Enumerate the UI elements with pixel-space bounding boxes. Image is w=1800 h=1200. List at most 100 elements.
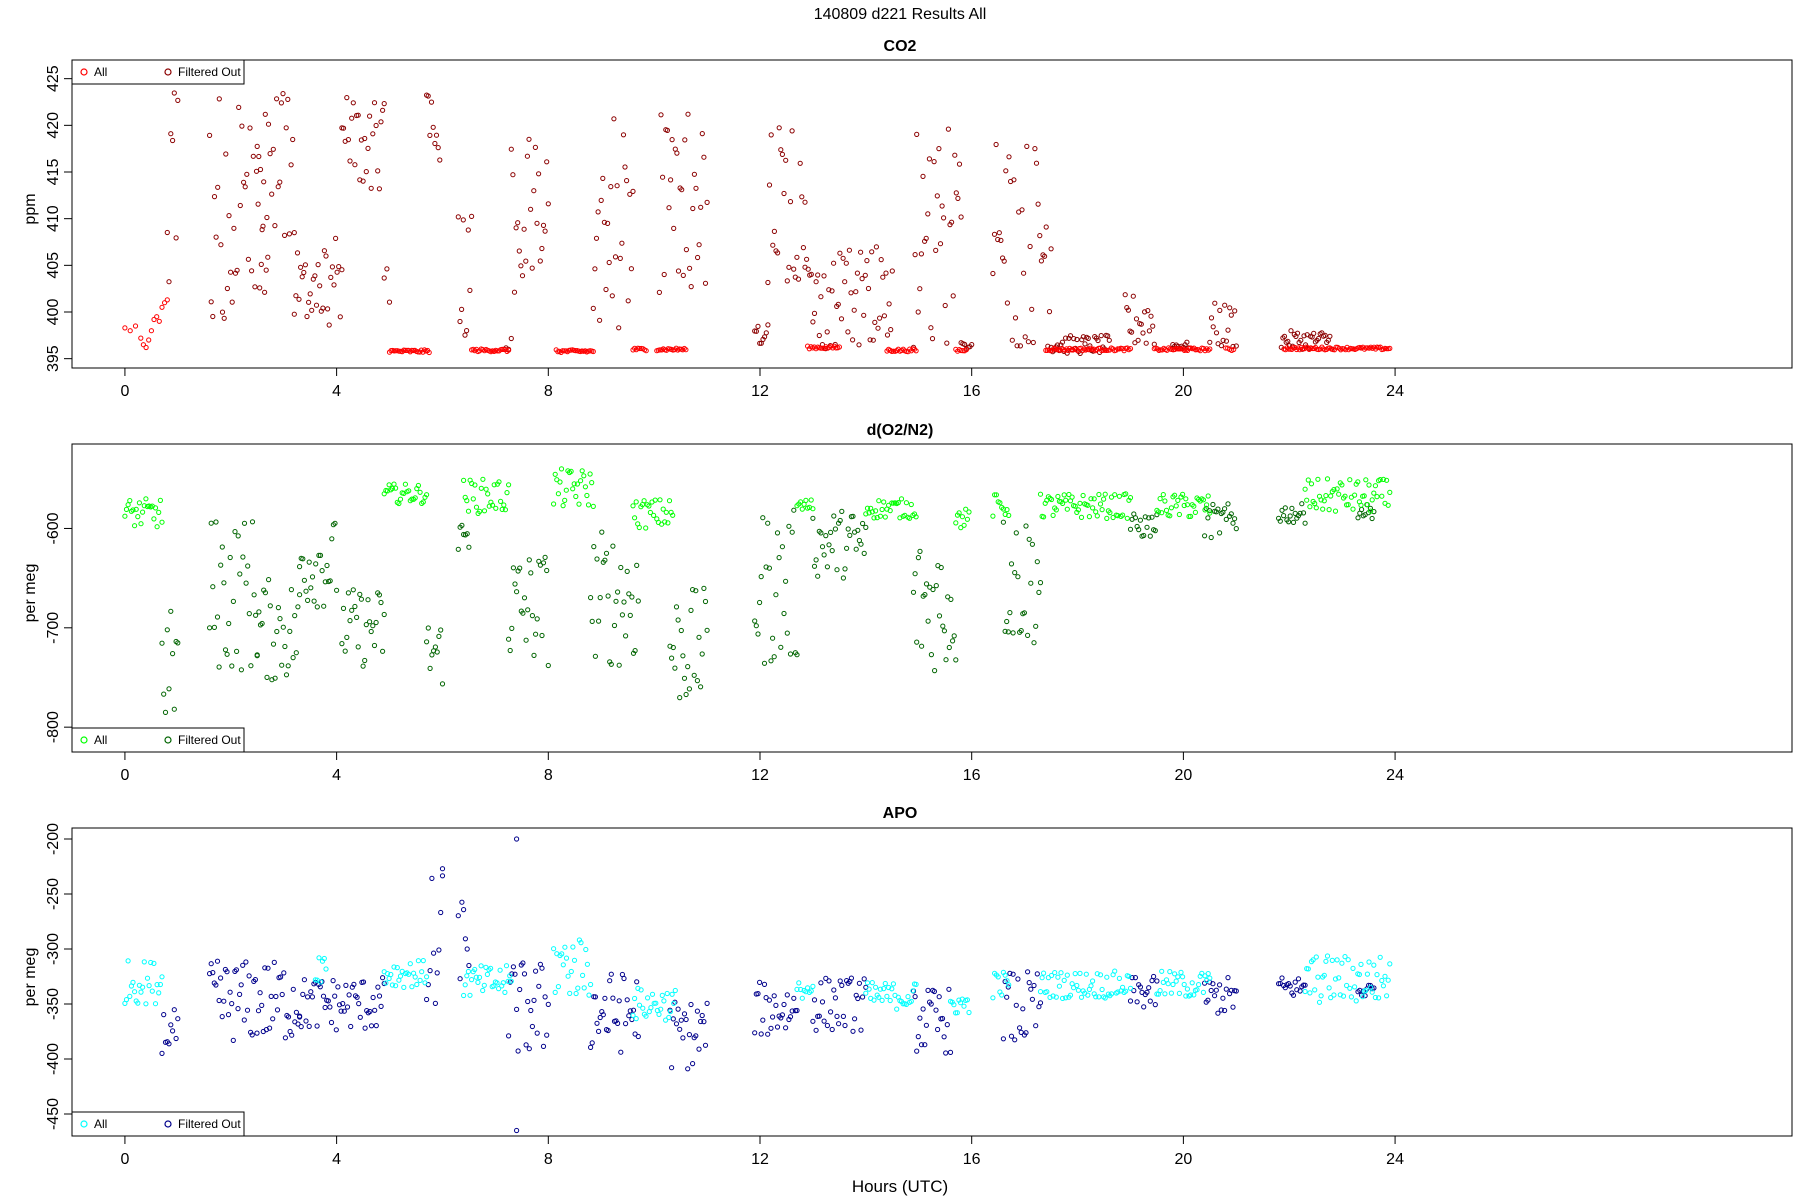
data-point — [670, 644, 676, 651]
data-points — [122, 466, 1393, 716]
legend: All Filtered Out — [71, 59, 245, 85]
data-point — [528, 206, 534, 212]
data-point — [261, 179, 267, 185]
x-tick-label: 4 — [332, 383, 341, 400]
data-point — [1001, 258, 1007, 264]
data-point — [277, 616, 283, 622]
x-tick-label: 0 — [120, 1151, 129, 1168]
data-point — [517, 565, 523, 571]
data-point — [855, 995, 861, 1002]
data-point — [282, 232, 288, 238]
data-point — [1052, 970, 1058, 976]
data-point — [583, 946, 589, 953]
data-point — [540, 560, 547, 566]
data-point — [252, 977, 258, 983]
data-point — [350, 100, 356, 106]
data-point — [922, 592, 928, 598]
data-point — [162, 709, 169, 716]
data-point — [776, 555, 782, 561]
data-point — [265, 254, 271, 260]
data-point — [616, 662, 622, 668]
data-point — [861, 976, 867, 982]
data-point — [138, 335, 144, 341]
data-point — [592, 266, 598, 272]
data-point — [321, 603, 327, 609]
data-point — [1213, 987, 1219, 993]
data-point — [1061, 977, 1067, 984]
data-point — [864, 505, 871, 511]
data-point — [210, 970, 216, 976]
data-point — [1368, 508, 1374, 514]
data-point — [1083, 971, 1089, 977]
data-point — [380, 648, 386, 654]
data-point — [1233, 526, 1239, 532]
data-point — [786, 264, 792, 270]
data-point — [596, 618, 602, 624]
data-point — [375, 984, 381, 990]
data-point — [1074, 982, 1080, 989]
data-point — [378, 599, 384, 606]
data-point — [465, 508, 472, 514]
data-point — [357, 591, 363, 598]
data-point — [367, 1008, 373, 1015]
data-point — [295, 604, 301, 610]
data-point — [1085, 992, 1091, 998]
data-point — [439, 866, 446, 872]
data-point — [821, 273, 827, 279]
data-point — [935, 1026, 941, 1033]
data-point — [941, 215, 947, 221]
data-point — [787, 199, 794, 205]
data-point — [528, 1007, 534, 1014]
data-point — [1127, 998, 1134, 1004]
data-point — [1183, 993, 1189, 999]
data-point — [926, 156, 933, 162]
data-point — [575, 985, 581, 991]
data-point — [127, 498, 133, 504]
data-point — [996, 230, 1002, 236]
data-point — [459, 306, 465, 312]
data-point — [529, 1023, 536, 1030]
data-point — [585, 502, 592, 508]
data-point — [837, 250, 843, 256]
data-point — [651, 512, 657, 519]
data-point — [1105, 333, 1111, 339]
data-point — [869, 509, 875, 515]
data-point — [1028, 580, 1034, 586]
y-tick-label: -200 — [45, 823, 62, 855]
data-point — [657, 347, 663, 353]
data-point — [329, 264, 335, 270]
data-point — [1181, 981, 1187, 988]
data-point — [898, 496, 905, 502]
data-point — [393, 485, 399, 491]
data-point — [1093, 994, 1099, 1000]
data-point — [770, 635, 776, 641]
data-point — [624, 568, 630, 575]
data-point — [917, 548, 923, 555]
data-point — [945, 126, 952, 132]
data-point — [760, 1017, 766, 1023]
data-point — [643, 525, 649, 531]
data-point — [407, 961, 413, 967]
data-point — [1176, 990, 1183, 997]
data-point — [371, 100, 378, 106]
data-point — [813, 557, 819, 563]
data-point — [531, 188, 537, 194]
data-point — [850, 337, 856, 343]
data-point — [1369, 497, 1375, 503]
data-point — [528, 570, 534, 576]
data-point — [537, 258, 543, 264]
data-point — [159, 519, 165, 525]
data-point — [698, 204, 704, 210]
data-point — [1334, 957, 1340, 963]
data-point — [338, 1008, 344, 1014]
data-point — [613, 598, 619, 604]
data-point — [491, 482, 497, 488]
data-point — [1347, 985, 1353, 991]
data-point — [146, 983, 152, 989]
data-point — [376, 186, 382, 192]
data-point — [288, 162, 294, 168]
data-point — [254, 653, 260, 659]
data-point — [243, 580, 249, 586]
data-point — [866, 986, 872, 992]
